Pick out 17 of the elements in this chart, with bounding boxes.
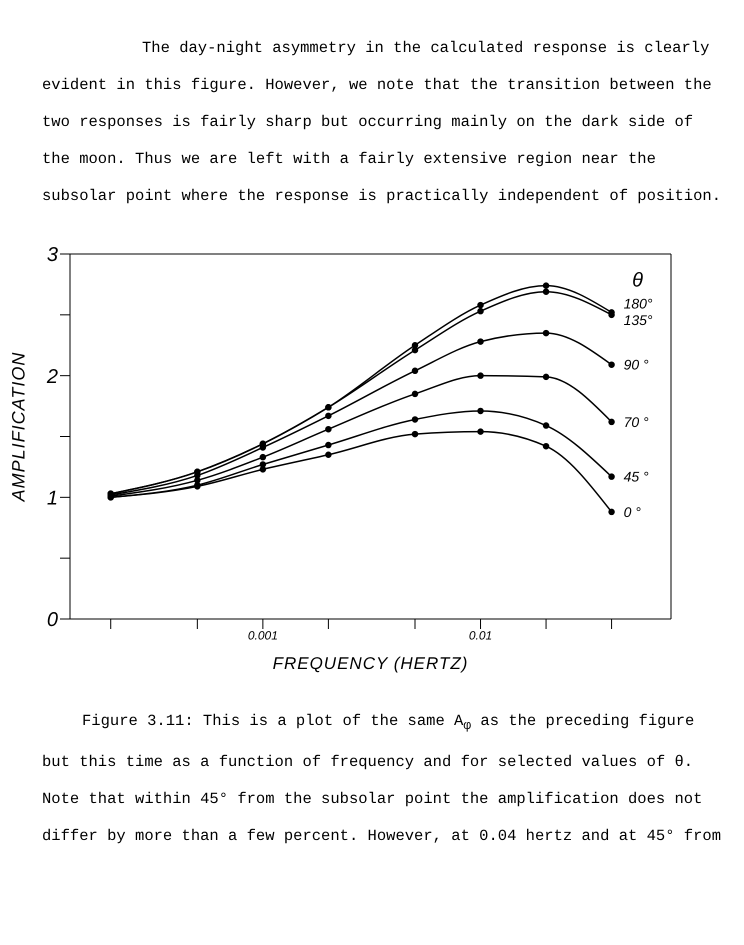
y-tick-label: 1 — [46, 487, 58, 510]
y-tick-label: 0 — [46, 609, 58, 632]
y-axis-title: AMPLIFICATION — [8, 352, 28, 502]
series-label: 45 ° — [624, 468, 650, 485]
series-label: 135° — [624, 312, 653, 328]
y-tick-label: 2 — [46, 366, 58, 388]
y-tick-label: 3 — [46, 244, 58, 266]
x-tick-label: 0.001 — [248, 628, 278, 643]
text: Figure 3.11: This is a plot of the same A$_{φ}$ as the preceding figure but this time as a function of frequency and for selected values of θ. Note that within 45° from the subsolar point the amplification does not differ by more than a few percent. However, at 0.04 hertz and at 45° from — [42, 712, 722, 846]
series-label: 0 ° — [624, 504, 642, 520]
series-label: 90 ° — [624, 356, 650, 373]
text: The day-night asymmetry in the calculated response is clearly evident in this figure. However, we note that the transition between the two responses is fairly sharp but occurring mainly on the dark side of the moon. Thus we are left with a fairly extensive region near the subsolar point where the response is practically independent of position. — [42, 39, 722, 205]
x-tick-label: 0.01 — [468, 628, 492, 643]
series-label: 180° — [624, 295, 653, 312]
x-axis-title: FREQUENCY (HERTZ) — [272, 654, 468, 673]
series-label: 70 ° — [624, 414, 650, 430]
legend-title: θ — [632, 269, 644, 292]
